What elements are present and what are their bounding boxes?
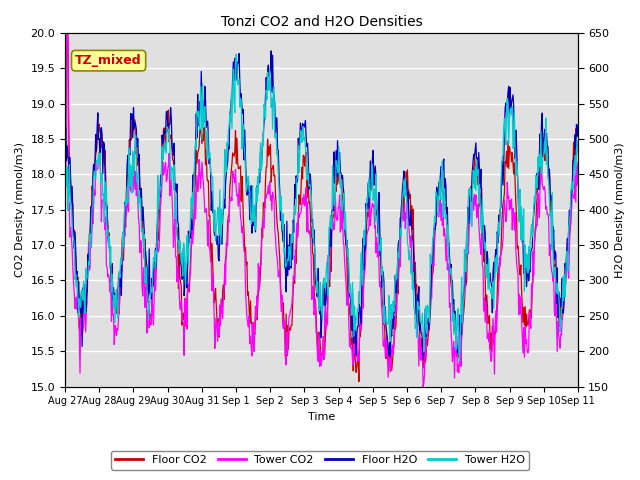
Floor CO2	[203, 175, 211, 181]
Floor H2O	[70, 246, 78, 252]
Tower H2O	[124, 184, 131, 190]
Tower H2O	[232, 51, 240, 57]
Tower CO2	[399, 216, 407, 221]
Floor CO2	[124, 165, 132, 171]
Tower CO2	[63, 30, 71, 36]
Line: Floor H2O: Floor H2O	[65, 51, 578, 360]
Y-axis label: H2O Density (mmol/m3): H2O Density (mmol/m3)	[615, 142, 625, 277]
Floor H2O	[419, 357, 427, 363]
Tower CO2	[176, 305, 184, 311]
Floor H2O	[124, 162, 131, 168]
Floor H2O	[202, 124, 210, 130]
Tower H2O	[175, 248, 183, 253]
Floor CO2	[63, 30, 71, 36]
Floor H2O	[574, 122, 582, 128]
Floor H2O	[399, 178, 407, 184]
Floor H2O	[175, 246, 183, 252]
Text: TZ_mixed: TZ_mixed	[76, 54, 142, 67]
Floor CO2	[71, 247, 79, 253]
Tower CO2	[203, 217, 211, 223]
Floor CO2	[61, 122, 69, 128]
X-axis label: Time: Time	[308, 412, 335, 422]
Floor H2O	[385, 346, 392, 351]
Tower CO2	[574, 160, 582, 166]
Floor CO2	[176, 275, 184, 281]
Tower H2O	[70, 241, 78, 247]
Legend: Floor CO2, Tower CO2, Floor H2O, Tower H2O: Floor CO2, Tower CO2, Floor H2O, Tower H…	[111, 451, 529, 469]
Floor CO2	[400, 215, 408, 220]
Tower H2O	[202, 128, 210, 134]
Tower H2O	[456, 358, 463, 364]
Floor CO2	[574, 130, 582, 136]
Tower CO2	[385, 374, 392, 380]
Tower H2O	[399, 192, 407, 198]
Tower H2O	[385, 321, 392, 327]
Floor CO2	[385, 360, 393, 366]
Floor H2O	[61, 159, 69, 165]
Floor CO2	[355, 379, 363, 384]
Line: Tower CO2: Tower CO2	[65, 33, 578, 386]
Line: Floor CO2: Floor CO2	[65, 33, 578, 382]
Line: Tower H2O: Tower H2O	[65, 54, 578, 361]
Title: Tonzi CO2 and H2O Densities: Tonzi CO2 and H2O Densities	[221, 15, 422, 29]
Tower CO2	[419, 384, 427, 389]
Tower CO2	[124, 204, 132, 210]
Tower CO2	[71, 306, 79, 312]
Tower CO2	[61, 169, 69, 175]
Tower H2O	[574, 150, 582, 156]
Floor H2O	[268, 48, 275, 54]
Tower H2O	[61, 178, 69, 184]
Y-axis label: CO2 Density (mmol/m3): CO2 Density (mmol/m3)	[15, 142, 25, 277]
